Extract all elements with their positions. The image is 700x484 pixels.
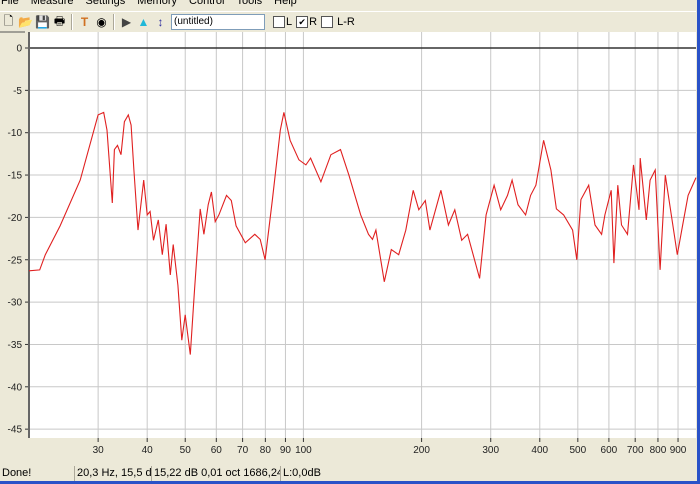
open-folder-icon[interactable]: 📂 xyxy=(18,15,33,29)
menu-tools[interactable]: Tools xyxy=(236,0,263,7)
x-tick-label: 100 xyxy=(295,445,312,456)
status-cursor: 20,3 Hz, 15,5 d xyxy=(74,466,151,481)
frequency-response-chart[interactable]: 30 40 50 60 70 80 90 100 200 300 400 500 600 700 800 90… xyxy=(0,31,697,466)
x-tick-label: 700 xyxy=(627,445,644,456)
generator-icon[interactable]: ▲ xyxy=(137,15,150,29)
menu-measure[interactable]: Measure xyxy=(30,0,74,7)
difference-label: L-R xyxy=(337,16,355,28)
menu-memory[interactable]: Memory xyxy=(137,0,178,7)
cursor-icon[interactable]: ↕ xyxy=(157,15,164,29)
x-tick-label: 80 xyxy=(260,445,272,456)
x-tick-label: 500 xyxy=(569,445,586,456)
toolbar-separator xyxy=(113,14,115,30)
x-tick-label: 300 xyxy=(482,445,499,456)
right-channel-label: R xyxy=(309,16,318,28)
x-tick-label: 600 xyxy=(601,445,618,456)
right-channel-checkbox[interactable]: ✔ xyxy=(296,16,309,28)
x-tick-label: 90 xyxy=(280,445,292,456)
y-tick-label: -10 xyxy=(8,128,23,139)
menu-settings[interactable]: Settings xyxy=(85,0,126,7)
y-tick-label: -20 xyxy=(8,213,23,224)
left-channel-label: L xyxy=(286,16,293,28)
play-icon[interactable]: ▶ xyxy=(121,15,132,29)
response-trace xyxy=(28,111,697,355)
x-tick-label: 60 xyxy=(211,445,223,456)
y-tick-label: -35 xyxy=(8,340,23,351)
left-channel-checkbox[interactable] xyxy=(273,16,285,28)
plot-area xyxy=(29,32,696,438)
record-icon[interactable]: ◉ xyxy=(96,15,107,29)
y-tick-label: -40 xyxy=(8,382,23,393)
toolbar: 🗋 📂 💾 🖶 T ◉ ▶ ▲ ↕ L ✔R L-R xyxy=(0,11,696,32)
x-tick-label: 900 xyxy=(670,445,687,456)
y-tick-label: -15 xyxy=(8,171,23,182)
x-tick-label: 40 xyxy=(142,445,154,456)
tuning-fork-icon[interactable]: T xyxy=(80,15,89,29)
print-icon[interactable]: 🖶 xyxy=(53,13,66,28)
difference-checkbox[interactable] xyxy=(321,16,334,28)
x-tick-label: 30 xyxy=(93,445,105,456)
x-tick-label: 400 xyxy=(531,445,548,456)
menu-file[interactable]: File xyxy=(1,0,19,7)
status-message: Done! xyxy=(2,467,32,479)
window-border xyxy=(697,0,700,484)
y-tick-label: -25 xyxy=(8,255,23,266)
window-border xyxy=(0,481,700,484)
menu-help[interactable]: Help xyxy=(274,0,297,7)
y-tick-label: 0 xyxy=(16,44,22,55)
y-tick-label: -30 xyxy=(8,298,23,309)
menu-control[interactable]: Control xyxy=(189,0,225,7)
status-bar: Done! 20,3 Hz, 15,5 d 15,22 dB 0,01 oct … xyxy=(0,466,697,481)
y-tick-label: -5 xyxy=(13,86,22,97)
menu-bar: File Measure Settings Memory Control Tools Hel… xyxy=(0,0,303,8)
title-input[interactable] xyxy=(171,14,265,30)
new-file-icon[interactable]: 🗋 xyxy=(3,13,14,28)
y-tick-label: -45 xyxy=(8,425,23,436)
status-level: L:0,0dB xyxy=(280,466,345,481)
save-icon[interactable]: 💾 xyxy=(35,15,50,29)
toolbar-separator xyxy=(71,14,73,30)
x-tick-label: 70 xyxy=(237,445,249,456)
status-readout: 15,22 dB 0,01 oct 1686,24 ( xyxy=(151,466,280,481)
x-tick-label: 50 xyxy=(180,445,192,456)
x-tick-label: 200 xyxy=(413,445,430,456)
x-tick-label: 800 xyxy=(650,445,667,456)
